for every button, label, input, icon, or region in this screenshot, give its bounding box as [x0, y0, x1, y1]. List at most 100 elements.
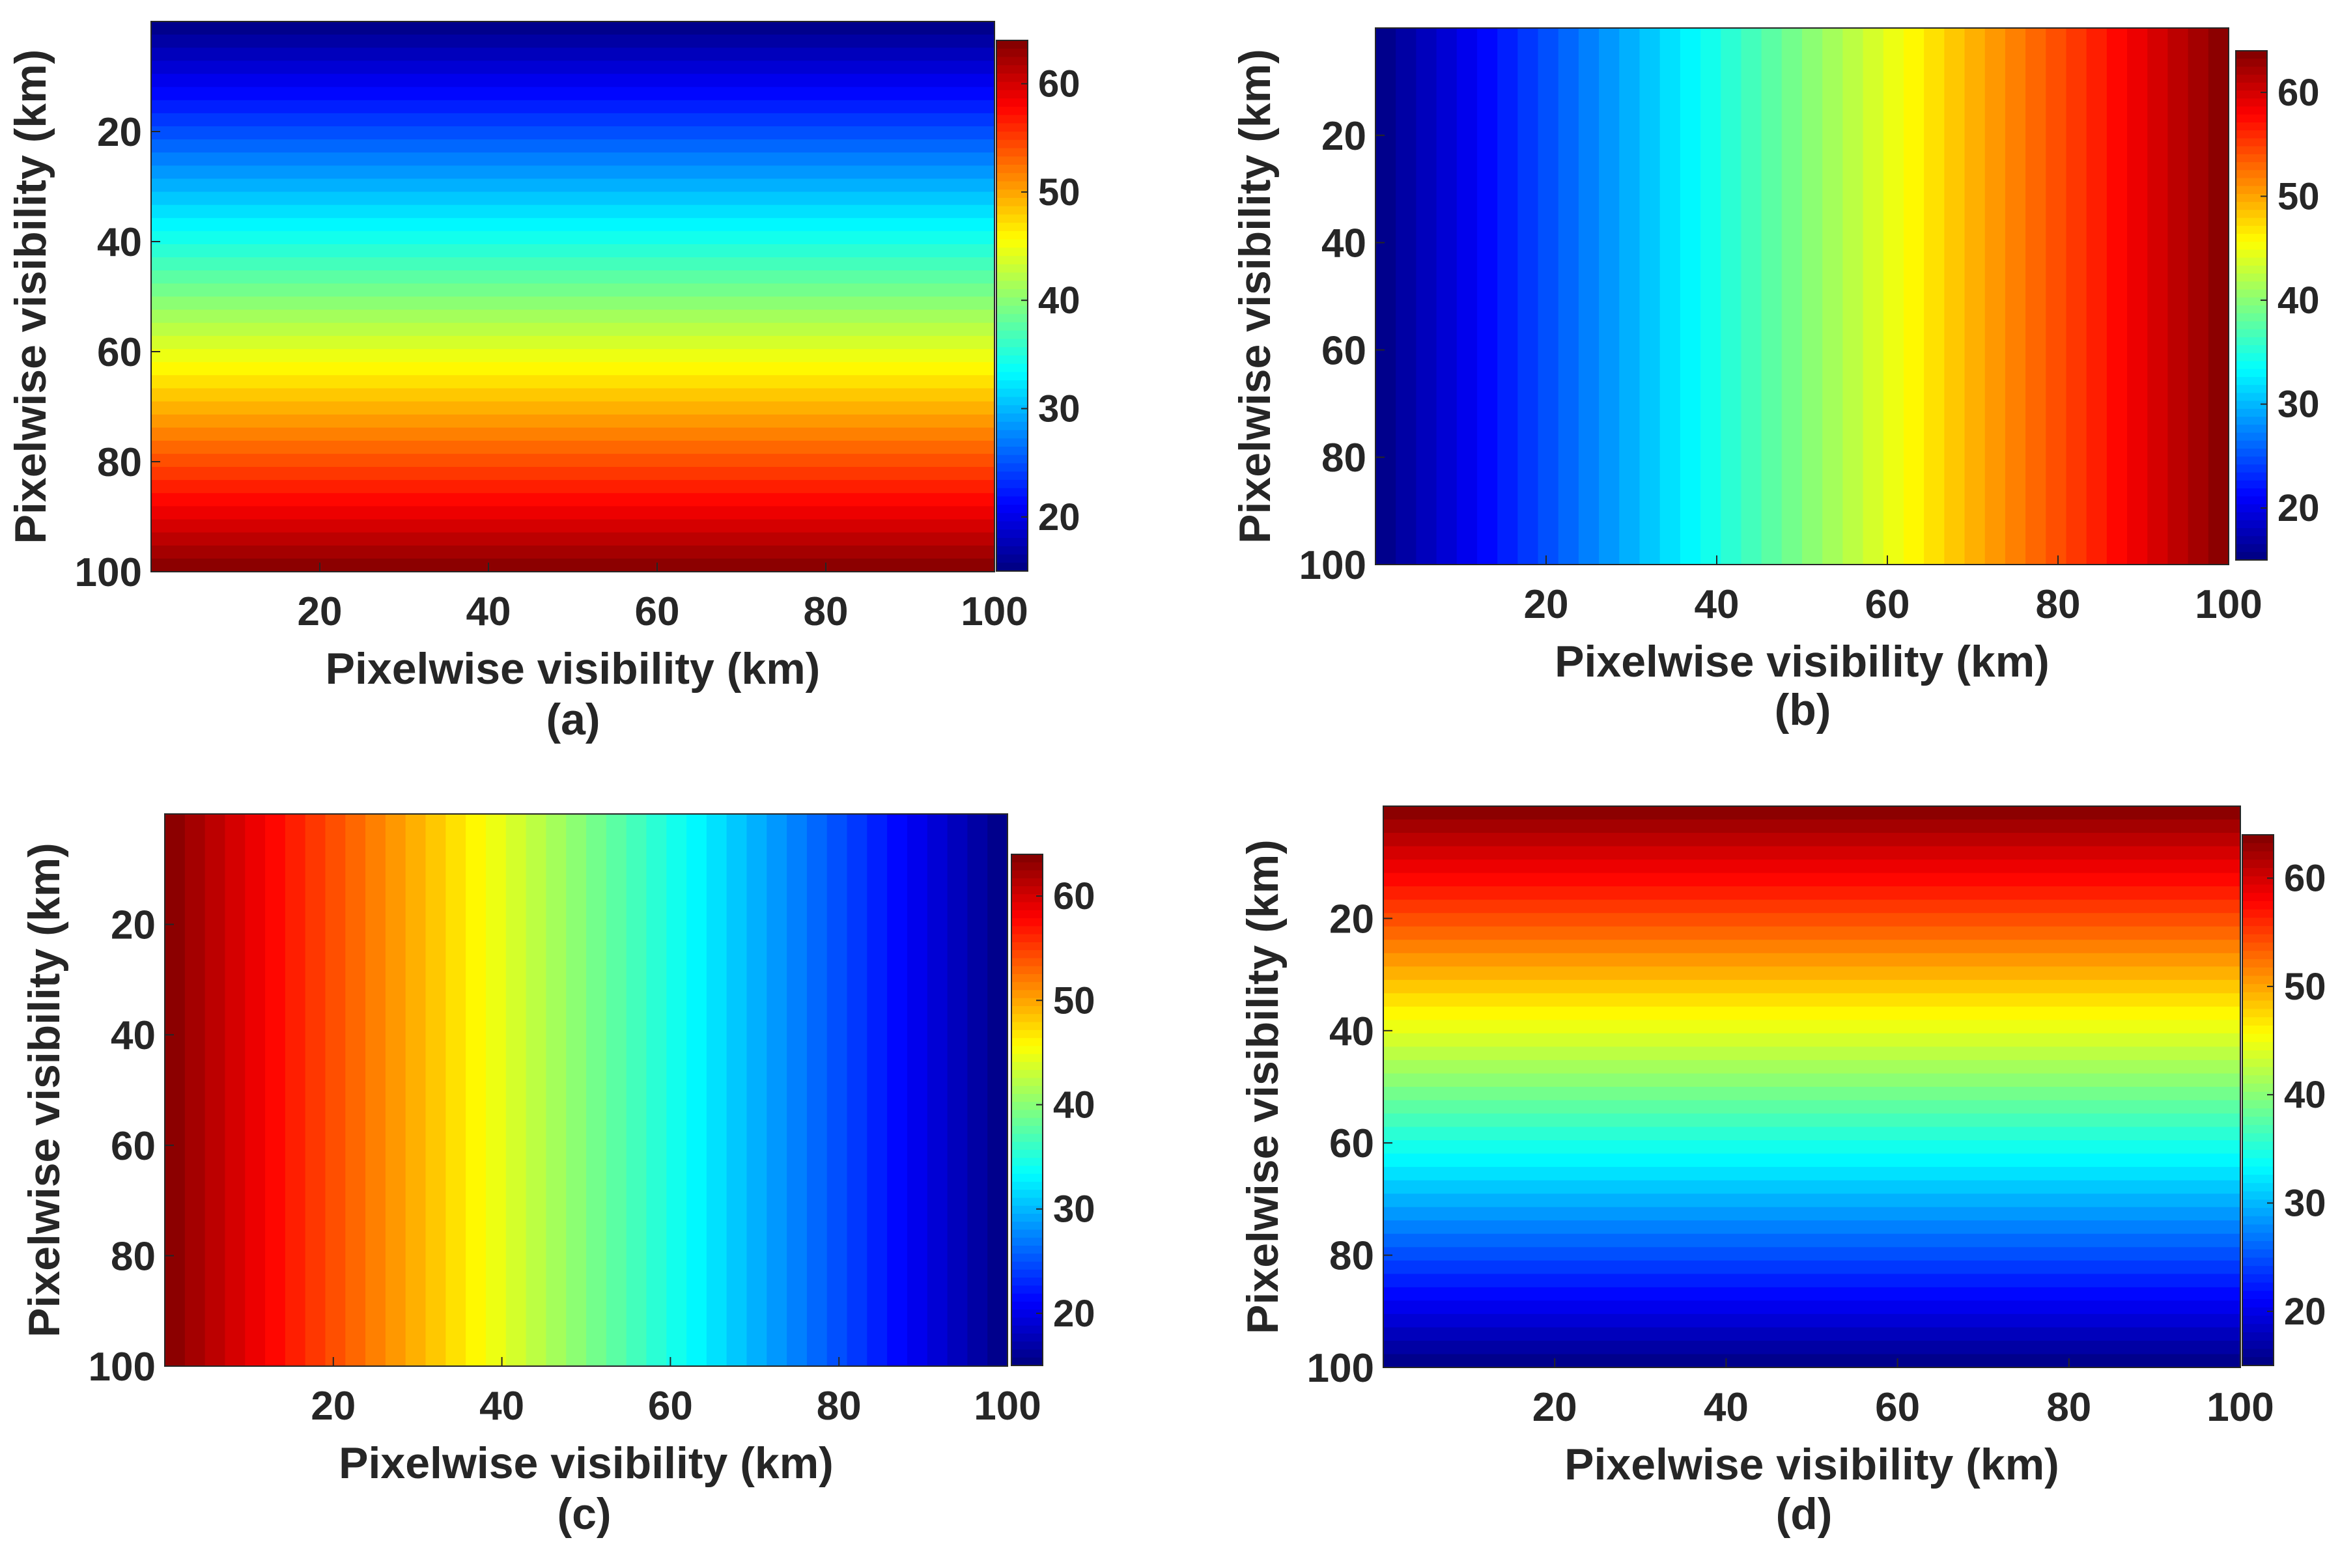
colorbar-segment: [2242, 926, 2274, 935]
colorbar-segment: [1011, 1333, 1043, 1343]
colorbar-segment: [1011, 1269, 1043, 1278]
heatmap-band: [826, 814, 848, 1366]
heatmap-band: [151, 322, 994, 337]
colorbar-segment: [996, 165, 1028, 174]
heatmap-band: [151, 21, 994, 35]
colorbar-segment: [2242, 1125, 2274, 1134]
heatmap-band: [151, 467, 994, 481]
heatmap-band: [151, 165, 994, 180]
colorbar-tick-label: 20: [2284, 1291, 2326, 1333]
heatmap-band: [385, 814, 406, 1366]
heatmap-band: [787, 814, 808, 1366]
colorbar-tick-label: 60: [1038, 63, 1080, 105]
colorbar-segment: [996, 48, 1028, 58]
colorbar-segment: [2236, 376, 2267, 385]
colorbar-segment: [996, 446, 1028, 456]
heatmap-band: [445, 814, 466, 1366]
heatmap-band: [2066, 28, 2087, 565]
colorbar-segment: [2236, 496, 2267, 505]
colorbar-segment: [2236, 305, 2267, 315]
colorbar-segment: [2242, 1042, 2274, 1051]
heatmap-band: [151, 113, 994, 127]
colorbar-segment: [2242, 1009, 2274, 1018]
colorbar-segment: [2242, 1191, 2274, 1201]
colorbar-segment: [996, 132, 1028, 141]
colorbar-segment: [2242, 1291, 2274, 1300]
x-axis-label: Pixelwise visibility (km): [1564, 1440, 2059, 1489]
colorbar-tick-label: 40: [2277, 279, 2320, 322]
heatmap-band: [245, 814, 266, 1366]
heatmap-band: [1383, 913, 2240, 927]
colorbar-segment: [996, 413, 1028, 423]
colorbar-segment: [2242, 1332, 2274, 1341]
colorbar-segment: [2242, 1067, 2274, 1076]
heatmap-band: [1944, 28, 1966, 565]
colorbar-segment: [996, 73, 1028, 83]
colorbar-segment: [2242, 851, 2274, 861]
heatmap-band: [151, 152, 994, 167]
colorbar-segment: [996, 264, 1028, 273]
colorbar-segment: [996, 380, 1028, 389]
heatmap-d: [1383, 806, 2240, 1368]
colorbar-segment: [2236, 321, 2267, 330]
colorbar-segment: [2242, 1299, 2274, 1308]
panel-b: 20 40 60 80 100 20 40 60 80 100 Pixelwise visibili…: [1230, 27, 2320, 735]
colorbar-segment: [2236, 353, 2267, 362]
colorbar-segment: [996, 281, 1028, 290]
x-tick-label: 100: [2195, 582, 2262, 627]
colorbar-segment: [996, 81, 1028, 91]
heatmap-band: [1558, 28, 1579, 565]
heatmap-band: [1383, 860, 2240, 874]
colorbar-segment: [1011, 950, 1043, 959]
x-tick-label: 80: [804, 589, 849, 634]
colorbar-segment: [996, 247, 1028, 257]
colorbar-segment: [1011, 1237, 1043, 1246]
colorbar-segment: [2242, 1324, 2274, 1333]
heatmap-band: [626, 814, 647, 1366]
heatmap-band: [151, 401, 994, 415]
colorbar-segment: [2242, 1357, 2274, 1366]
heatmap-band: [151, 61, 994, 75]
colorbar-tick-label: 20: [1038, 496, 1080, 539]
colorbar-segment: [2242, 1233, 2274, 1242]
x-tick-label: 20: [298, 589, 343, 634]
heatmap-band: [566, 814, 587, 1366]
colorbar-tick-label: 50: [2277, 175, 2320, 217]
colorbar-segment: [1011, 966, 1043, 975]
colorbar-segment: [2242, 843, 2274, 852]
heatmap-band: [151, 375, 994, 389]
colorbar-segment: [2236, 417, 2267, 426]
heatmap-band: [151, 126, 994, 140]
heatmap-band: [2147, 28, 2169, 565]
heatmap-band: [151, 283, 994, 298]
heatmap-band: [151, 231, 994, 245]
colorbar-segment: [2236, 242, 2267, 251]
heatmap-band: [1383, 1167, 2240, 1181]
panel-caption: (c): [557, 1489, 611, 1539]
heatmap-band: [1456, 28, 1478, 565]
colorbar-segment: [2236, 552, 2267, 561]
heatmap-band: [1639, 28, 1661, 565]
colorbar-segment: [2236, 385, 2267, 394]
colorbar-segment: [2242, 1158, 2274, 1168]
heatmap-b: [1375, 28, 2229, 565]
heatmap-band: [1984, 28, 2006, 565]
colorbar-segment: [2236, 66, 2267, 76]
colorbar-segment: [996, 181, 1028, 191]
heatmap-band: [151, 100, 994, 114]
colorbar-segment: [996, 305, 1028, 315]
plot-frame: [150, 21, 995, 572]
heatmap-band: [151, 493, 994, 507]
colorbar-segment: [1011, 1301, 1043, 1310]
colorbar-segment: [996, 471, 1028, 481]
colorbar-segment: [1011, 1166, 1043, 1175]
colorbar-tick-label: 60: [2277, 72, 2320, 114]
colorbar-segment: [2236, 488, 2267, 497]
y-tick-label: 40: [1321, 221, 1366, 266]
colorbar-segment: [1011, 886, 1043, 895]
colorbar-segment: [1011, 1173, 1043, 1183]
colorbar-segment: [2236, 193, 2267, 203]
y-tick-label: 60: [1329, 1121, 1374, 1166]
colorbar-segment: [996, 496, 1028, 505]
heatmap-band: [666, 814, 687, 1366]
